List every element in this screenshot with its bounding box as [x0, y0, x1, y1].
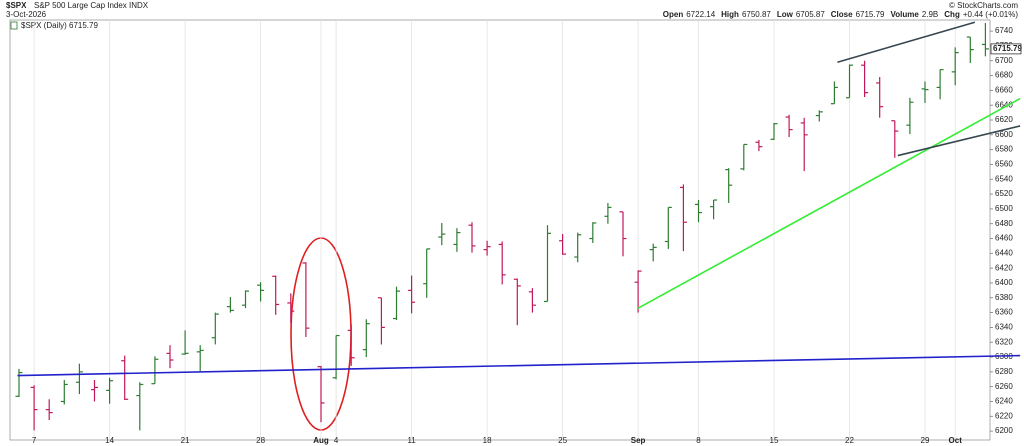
y-tick-label: 6660: [995, 85, 1013, 94]
quote-value: 6750.87: [742, 10, 771, 19]
date: 3-Oct-2026: [6, 10, 47, 19]
quote-value: 6715.79: [856, 10, 885, 19]
y-tick-label: 6380: [995, 293, 1013, 302]
index-name: S&P 500 Large Cap Index INDX: [34, 1, 149, 10]
quote-label: High: [721, 10, 739, 19]
quote-label: Open: [663, 10, 684, 19]
x-tick-label: 25: [558, 436, 567, 445]
trendline: [837, 21, 976, 63]
y-tick-label: 6360: [995, 308, 1013, 317]
trendline: [897, 125, 1021, 157]
legend: $SPX (Daily) 6715.79: [21, 21, 98, 30]
x-tick-label: 8: [696, 436, 701, 445]
y-tick-label: 6400: [995, 278, 1013, 287]
y-tick-label: 6260: [995, 382, 1013, 391]
y-tick-label: 6200: [995, 426, 1013, 435]
y-tick-label: 6680: [995, 71, 1013, 80]
x-tick-label: Oct: [949, 436, 963, 445]
y-tick-label: 6280: [995, 367, 1013, 376]
y-tick-label: 6240: [995, 397, 1013, 406]
quote-label: Low: [777, 10, 794, 19]
x-tick-label: Aug: [313, 436, 329, 445]
quote-value: 6722.14: [686, 10, 715, 19]
y-tick-label: 6600: [995, 130, 1013, 139]
y-tick-label: 6500: [995, 204, 1013, 213]
x-tick-label: 4: [334, 436, 339, 445]
x-tick-label: 28: [256, 436, 265, 445]
x-tick-label: 29: [921, 436, 930, 445]
y-tick-label: 6620: [995, 115, 1013, 124]
y-tick-label: 6540: [995, 174, 1013, 183]
y-tick-label: 6520: [995, 189, 1013, 198]
last-price: 6715.79: [993, 44, 1022, 53]
x-tick-label: 11: [407, 436, 416, 445]
quote-value: 2.9B: [922, 10, 938, 19]
x-tick-label: 22: [845, 436, 854, 445]
trendline: [637, 97, 1021, 309]
x-tick-label: 18: [483, 436, 492, 445]
y-tick-label: 6740: [995, 26, 1013, 35]
y-tick-label: 6640: [995, 100, 1013, 109]
symbol: $SPX: [6, 1, 27, 10]
quote-value: +0.44 (+0.01%): [963, 10, 1018, 19]
quote-label: Chg: [944, 10, 960, 19]
y-tick-label: 6700: [995, 56, 1013, 65]
y-tick-label: 6320: [995, 337, 1013, 346]
y-tick-label: 6460: [995, 234, 1013, 243]
plot-frame: [9, 19, 991, 441]
brand: © StockCharts.com: [949, 1, 1018, 10]
x-tick-label: 15: [770, 436, 779, 445]
x-tick-label: 14: [105, 436, 114, 445]
quote-label: Volume: [891, 10, 920, 19]
y-tick-label: 6580: [995, 145, 1013, 154]
last-price-box: [990, 43, 1022, 55]
y-tick-label: 6560: [995, 160, 1013, 169]
trendline: [17, 354, 1021, 377]
quote-value: 6705.87: [796, 10, 825, 19]
x-tick-label: 21: [181, 436, 190, 445]
x-tick-label: 7: [32, 436, 37, 445]
x-tick-label: Sep: [631, 436, 646, 445]
y-tick-label: 6480: [995, 219, 1013, 228]
y-tick-label: 6440: [995, 248, 1013, 257]
legend-icon: [10, 21, 18, 30]
y-tick-label: 6340: [995, 323, 1013, 332]
y-tick-label: 6220: [995, 411, 1013, 420]
quote-label: Close: [831, 10, 853, 19]
y-tick-label: 6420: [995, 263, 1013, 272]
quote: Open 6722.14 High 6750.87 Low 6705.87 Close 671…: [663, 10, 1019, 19]
